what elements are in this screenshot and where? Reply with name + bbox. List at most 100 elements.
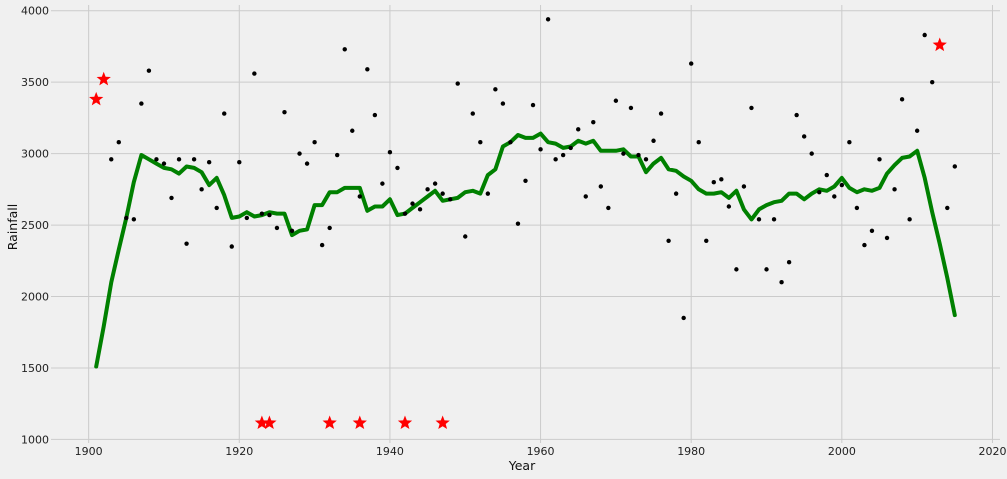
data-point <box>726 204 732 209</box>
y-tick-label: 1500 <box>21 362 49 375</box>
data-point <box>146 68 152 73</box>
data-point <box>658 111 664 116</box>
data-point <box>704 238 709 243</box>
anomaly-stars-series <box>89 37 947 430</box>
data-point <box>621 151 626 156</box>
data-point <box>425 187 430 192</box>
data-point <box>523 178 528 183</box>
data-point <box>854 205 860 211</box>
data-point <box>176 157 182 162</box>
data-point <box>282 109 287 115</box>
data-point <box>576 127 581 132</box>
data-point <box>651 138 656 143</box>
data-point <box>169 195 174 201</box>
anomaly-star <box>435 415 450 430</box>
data-point <box>508 139 513 145</box>
data-point <box>124 215 129 221</box>
x-axis-label: Year <box>508 458 536 473</box>
anomaly-star <box>262 415 277 430</box>
data-point <box>538 147 543 152</box>
data-point <box>560 152 566 158</box>
data-point <box>304 161 310 166</box>
data-point <box>764 267 769 272</box>
data-point <box>756 217 762 222</box>
data-point <box>847 139 852 145</box>
data-point <box>109 157 114 162</box>
data-point <box>131 217 137 222</box>
data-point <box>922 32 927 38</box>
data-point <box>297 151 302 156</box>
y-axis-label: Rainfall <box>5 204 20 250</box>
data-point <box>485 191 491 196</box>
data-point <box>839 182 845 188</box>
x-tick-label: 1940 <box>376 445 404 458</box>
anomaly-star <box>96 71 111 86</box>
data-point <box>380 181 385 186</box>
y-tick-labels: 1000 1500 2000 2500 3000 3500 4000 <box>21 5 49 447</box>
y-tick-label: 1000 <box>21 433 49 446</box>
data-point <box>681 315 686 321</box>
data-point <box>154 157 159 162</box>
data-point <box>319 242 325 248</box>
data-point <box>432 181 438 186</box>
trend-line <box>94 131 957 369</box>
data-point <box>945 205 950 211</box>
data-point <box>628 105 634 111</box>
data-point <box>350 128 355 133</box>
data-point <box>598 184 604 189</box>
data-point <box>817 190 822 195</box>
data-point <box>832 194 837 199</box>
data-point <box>222 111 227 116</box>
data-point <box>184 241 189 246</box>
x-tick-labels: 1900 1920 1940 1960 1980 2000 2020 <box>75 445 1007 458</box>
data-point <box>161 161 167 166</box>
y-tick-label: 2500 <box>21 219 49 232</box>
data-point <box>862 242 867 248</box>
data-point <box>741 184 747 189</box>
data-point <box>289 228 295 233</box>
data-point <box>591 119 596 125</box>
data-point <box>719 177 724 182</box>
data-point <box>824 172 829 178</box>
data-point <box>387 149 393 155</box>
anomaly-star <box>322 415 337 430</box>
x-tick-label: 1920 <box>225 445 253 458</box>
x-tick-label: 2000 <box>828 445 856 458</box>
data-point <box>191 157 197 162</box>
data-point <box>312 139 317 145</box>
data-point <box>455 81 460 86</box>
x-tick-label: 1960 <box>527 445 555 458</box>
data-point <box>244 215 250 221</box>
data-point <box>869 228 875 233</box>
data-point <box>116 139 121 145</box>
data-point <box>237 159 242 165</box>
data-point <box>771 217 777 222</box>
data-point <box>327 225 332 231</box>
data-point <box>372 112 378 118</box>
data-point <box>666 238 671 243</box>
trend-line-series <box>94 131 957 369</box>
anomaly-star <box>254 415 270 430</box>
data-point <box>583 194 588 199</box>
anomaly-star <box>932 37 947 52</box>
x-tick-label: 2020 <box>978 445 1006 458</box>
grid-lines <box>51 5 1000 443</box>
data-point <box>410 201 415 206</box>
data-point <box>779 280 784 285</box>
data-point <box>952 164 958 169</box>
data-point <box>613 98 619 103</box>
data-points-series <box>93 17 958 321</box>
data-point <box>749 105 754 111</box>
data-point <box>568 145 573 151</box>
data-point <box>914 128 920 133</box>
data-point <box>553 157 558 162</box>
data-point <box>636 152 641 158</box>
data-point <box>794 112 799 118</box>
anomaly-star <box>397 415 413 430</box>
data-point <box>809 151 814 156</box>
data-point <box>907 217 912 222</box>
data-point <box>206 159 212 165</box>
data-point <box>357 194 363 199</box>
data-point <box>545 17 551 22</box>
